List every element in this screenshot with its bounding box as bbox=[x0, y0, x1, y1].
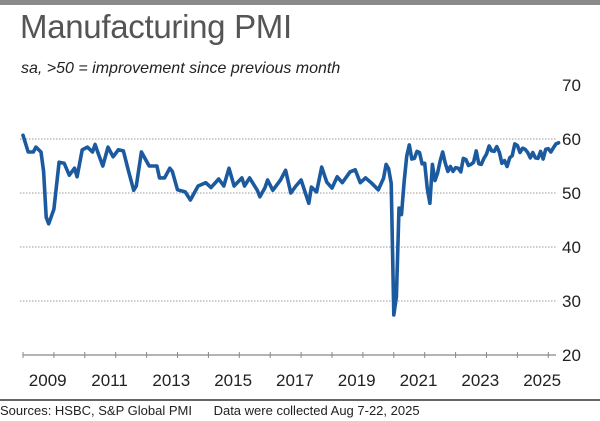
x-tick-label: 2025 bbox=[523, 371, 561, 390]
y-tick-label: 40 bbox=[562, 238, 581, 257]
y-tick-label: 50 bbox=[562, 184, 581, 203]
y-tick-label: 70 bbox=[562, 76, 581, 95]
footer: Sources: HSBC, S&P Global PMI Data were … bbox=[0, 403, 438, 418]
chart-subtitle: sa, >50 = improvement since previous mon… bbox=[21, 60, 341, 77]
x-tick-label: 2009 bbox=[29, 371, 67, 390]
sources-text: Sources: HSBC, S&P Global PMI bbox=[0, 403, 192, 418]
x-tick-label: 2021 bbox=[400, 371, 438, 390]
gridlines bbox=[20, 138, 556, 302]
x-axis: 2009 2011 2013 2015 2017 2019 2021 2023 2025 bbox=[22, 352, 561, 390]
y-tick-label: 60 bbox=[562, 130, 581, 149]
x-tick-label: 2023 bbox=[461, 371, 499, 390]
collection-note: Data were collected Aug 7-22, 2025 bbox=[213, 403, 420, 418]
top-border bbox=[0, 0, 600, 5]
x-tick-label: 2015 bbox=[214, 371, 252, 390]
footer-divider bbox=[0, 399, 600, 401]
x-tick-label: 2013 bbox=[152, 371, 190, 390]
series bbox=[21, 133, 561, 317]
y-tick-label: 30 bbox=[562, 292, 581, 311]
x-tick-label: 2017 bbox=[276, 371, 314, 390]
chart-title: Manufacturing PMI bbox=[20, 8, 292, 45]
x-tick-label: 2011 bbox=[91, 371, 128, 390]
y-tick-label: 20 bbox=[562, 346, 581, 365]
x-tick-label: 2019 bbox=[338, 371, 376, 390]
pmi-series-line bbox=[21, 133, 561, 317]
y-axis: 20 30 40 50 60 70 bbox=[562, 76, 581, 365]
